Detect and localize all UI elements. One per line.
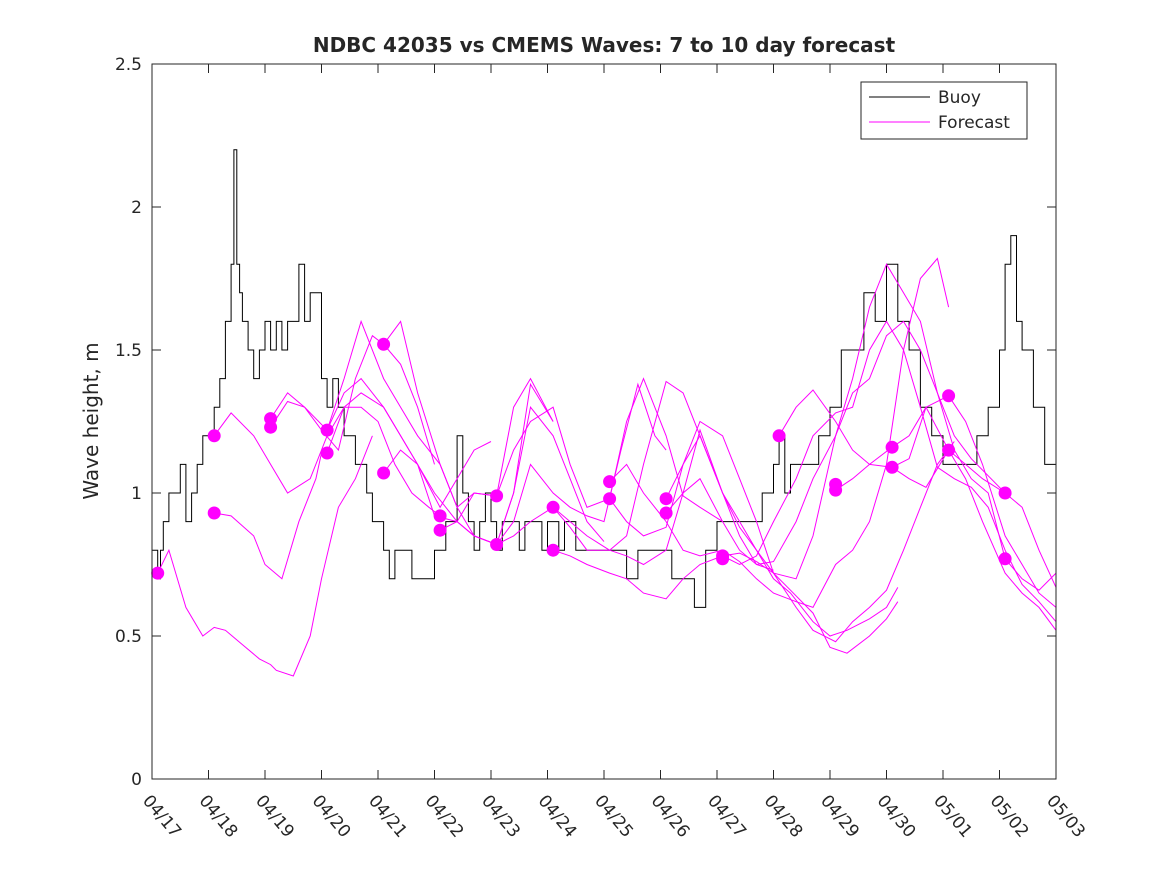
forecast-marker [264,420,278,434]
forecast-marker [433,509,447,523]
forecast-series-line-18 [722,320,1057,623]
forecast-marker [772,429,786,443]
marker-layer [151,337,1012,580]
forecast-marker [377,337,391,351]
legend-buoy-label: Buoy [938,88,981,108]
forecast-marker [546,500,560,514]
y-tick-label: 2 [131,198,142,218]
forecast-marker [151,566,165,580]
forecast-marker [546,543,560,557]
forecast-series-line-14 [609,257,950,609]
forecast-marker [603,475,617,489]
forecast-marker [829,483,843,497]
legend-box [860,81,1028,140]
y-tick-label: 1.5 [115,341,142,361]
forecast-marker [490,538,504,551]
y-tick-label: 2.5 [115,55,142,75]
forecast-marker [998,486,1012,500]
forecast-marker [603,492,617,506]
forecast-series-line-3 [213,406,441,517]
y-tick-label: 0 [131,770,142,790]
y-tick-label: 0.5 [115,627,142,647]
forecast-series-line-4 [270,334,435,465]
forecast-series-line-9 [383,382,667,546]
forecast-marker [942,389,956,403]
forecast-series-line-17 [665,263,1057,591]
forecast-marker [885,440,899,454]
forecast-marker [659,506,673,520]
forecast-series-line-13 [552,549,899,654]
forecast-marker [659,492,673,506]
forecast-marker [490,489,504,503]
forecast-marker [320,423,334,437]
forecast-series-line-16 [665,320,1006,580]
plot-area [152,64,1056,779]
forecast-marker [207,429,221,443]
forecast-marker [433,523,447,537]
legend: Buoy Forecast [860,81,1028,140]
forecast-series-line-1 [157,435,373,677]
forecast-series-line-2 [214,452,322,580]
chart-title: NDBC 42035 vs CMEMS Waves: 7 to 10 day f… [313,33,896,57]
y-axis-label: Wave height, m [79,342,103,499]
forecast-marker [207,506,221,520]
legend-forecast-label: Forecast [938,113,1010,133]
series-layer [152,149,1057,677]
forecast-series-line-10 [439,377,723,531]
forecast-marker [885,460,899,474]
forecast-series-line-19 [778,389,1057,588]
y-tick-label: 1 [131,484,142,504]
forecast-marker [716,552,730,566]
forecast-marker [377,466,391,480]
forecast-marker [998,552,1012,566]
buoy-series-line [152,149,1056,608]
forecast-series-line-11 [496,380,774,571]
forecast-marker [320,446,334,460]
forecast-series-line-21 [891,449,1057,631]
forecast-marker [942,443,956,457]
